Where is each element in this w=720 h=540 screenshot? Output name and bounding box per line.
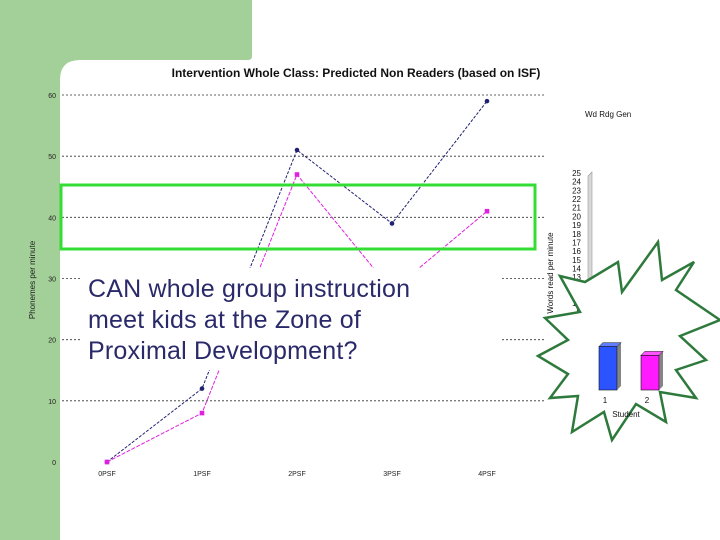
- bar: [640, 354, 660, 391]
- bar-chart-xlabel: Student: [612, 410, 640, 419]
- x-tick-label: 1PSF: [193, 471, 211, 478]
- bar-chart-ylabel: Words read per minute: [546, 232, 555, 314]
- line-chart-title: Intervention Whole Class: Predicted Non …: [172, 66, 541, 80]
- sidebar-accent: [0, 0, 252, 540]
- x-tick-label: 2PSF: [288, 471, 306, 478]
- bar-side: [659, 351, 663, 390]
- question-line: CAN whole group instruction: [88, 275, 411, 303]
- y-tick-label: 19: [572, 221, 581, 230]
- y-tick-label: 20: [572, 212, 581, 221]
- y-tick-label: 15: [572, 256, 581, 265]
- y-tick-label: 13: [572, 273, 581, 282]
- y-tick-label: 17: [572, 238, 581, 247]
- x-tick-label: 4PSF: [478, 471, 496, 478]
- y-tick-label: 14: [572, 264, 581, 273]
- bar-side: [617, 342, 621, 390]
- x-tick-label: 0PSF: [98, 471, 116, 478]
- y-tick-label: 60: [48, 93, 56, 100]
- y-tick-label: 50: [48, 154, 56, 161]
- x-tick-label: 3PSF: [383, 471, 401, 478]
- highlight-box: [59, 183, 537, 251]
- data-point: [294, 147, 300, 153]
- y-tick-label: 16: [572, 247, 581, 256]
- question-callout: CAN whole group instruction meet kids at…: [80, 268, 500, 370]
- y-tick-label: 21: [572, 204, 581, 213]
- data-point: [484, 98, 490, 104]
- y-tick-label: 40: [48, 215, 56, 222]
- y-tick-label: 24: [572, 178, 581, 187]
- data-point: [199, 410, 205, 416]
- line-chart-y-ticks: 0 10 20 30 40 50 60: [48, 93, 56, 467]
- bar: [598, 346, 618, 391]
- question-line: meet kids at the Zone of: [88, 306, 362, 334]
- y-tick-label: 18: [572, 230, 581, 239]
- x-tick-label: 2: [645, 396, 650, 405]
- line-chart-x-ticks: 0PSF 1PSF 2PSF 3PSF 4PSF: [98, 471, 496, 478]
- data-point: [389, 221, 395, 226]
- y-tick-label: 30: [48, 277, 56, 284]
- x-tick-label: 1: [603, 396, 608, 405]
- y-tick-label: 0: [52, 460, 56, 467]
- line-chart-ylabel: Phonemes per minute: [28, 240, 37, 319]
- y-tick-label: 10: [48, 399, 56, 406]
- y-tick-label: 23: [572, 186, 581, 195]
- data-point: [484, 208, 490, 214]
- data-point: [104, 459, 110, 465]
- bar-chart-bars: [598, 342, 664, 391]
- y-tick-label: 25: [572, 169, 581, 178]
- question-line: Proximal Development?: [88, 337, 358, 365]
- starburst-shape: [535, 238, 720, 443]
- data-point: [199, 386, 205, 391]
- y-tick-label: 20: [48, 338, 56, 345]
- line-chart: Intervention Whole Class: Predicted Non …: [28, 66, 545, 478]
- data-point: [294, 172, 300, 177]
- y-tick-label: 22: [572, 195, 581, 204]
- bar-chart-title: Wd Rdg Gen: [585, 110, 631, 119]
